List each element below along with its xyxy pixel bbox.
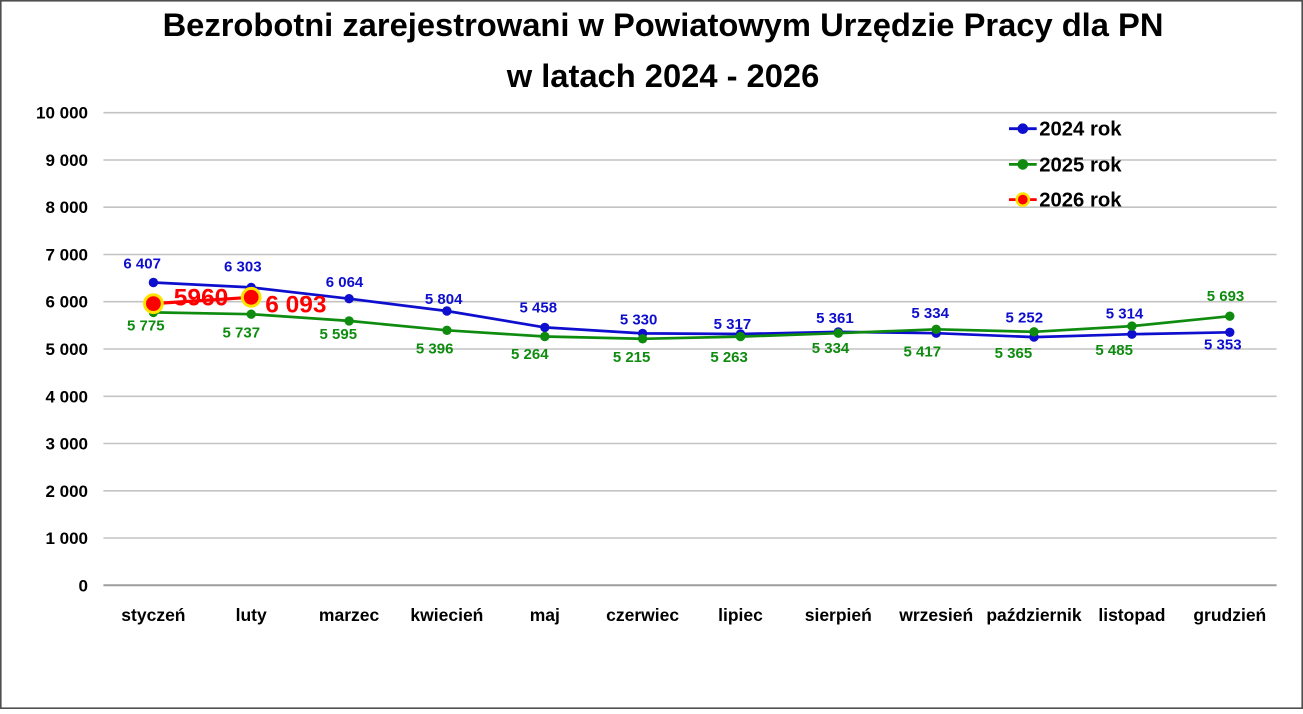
svg-text:2026 rok: 2026 rok <box>1039 190 1122 212</box>
svg-text:5 775: 5 775 <box>127 318 165 335</box>
svg-text:6 093: 6 093 <box>265 291 326 318</box>
svg-text:wrzesień: wrzesień <box>898 605 973 625</box>
svg-text:październik: październik <box>986 605 1082 625</box>
svg-text:10 000: 10 000 <box>36 104 88 123</box>
svg-text:Bezrobotni zarejestrowani w Po: Bezrobotni zarejestrowani w Powiatowym U… <box>163 6 1164 43</box>
svg-text:marzec: marzec <box>319 605 380 625</box>
svg-text:5 361: 5 361 <box>816 310 854 327</box>
svg-text:2024 rok: 2024 rok <box>1039 119 1122 141</box>
svg-text:5 317: 5 317 <box>714 316 752 333</box>
svg-text:3 000: 3 000 <box>45 435 88 454</box>
svg-text:5 458: 5 458 <box>520 300 558 317</box>
svg-text:5 263: 5 263 <box>710 349 748 366</box>
svg-text:luty: luty <box>236 605 267 625</box>
svg-text:5 334: 5 334 <box>812 340 850 357</box>
svg-text:6 064: 6 064 <box>326 274 364 291</box>
svg-text:2025 rok: 2025 rok <box>1039 154 1122 176</box>
svg-text:maj: maj <box>530 605 560 625</box>
svg-text:7 000: 7 000 <box>45 246 88 265</box>
svg-text:2 000: 2 000 <box>45 482 88 501</box>
svg-text:1 000: 1 000 <box>45 529 88 548</box>
svg-text:grudzień: grudzień <box>1193 605 1266 625</box>
svg-text:8 000: 8 000 <box>45 198 88 217</box>
svg-text:listopad: listopad <box>1098 605 1165 625</box>
svg-text:6 000: 6 000 <box>45 293 88 312</box>
svg-text:5 693: 5 693 <box>1207 288 1245 305</box>
svg-text:5 330: 5 330 <box>620 312 658 329</box>
svg-text:5 396: 5 396 <box>416 341 454 358</box>
svg-text:5 595: 5 595 <box>320 326 358 343</box>
svg-text:5 252: 5 252 <box>1006 310 1044 327</box>
svg-text:4 000: 4 000 <box>45 387 88 406</box>
svg-text:lipiec: lipiec <box>718 605 763 625</box>
svg-text:w latach 2024 - 2026: w latach 2024 - 2026 <box>506 57 820 94</box>
svg-text:5 000: 5 000 <box>45 340 88 359</box>
svg-text:5 353: 5 353 <box>1204 336 1242 353</box>
svg-text:5 365: 5 365 <box>995 345 1033 362</box>
svg-text:5 485: 5 485 <box>1095 342 1133 359</box>
svg-text:5 804: 5 804 <box>425 291 463 308</box>
svg-text:9 000: 9 000 <box>45 151 88 170</box>
svg-text:5 417: 5 417 <box>904 344 942 361</box>
svg-text:6 303: 6 303 <box>224 259 262 276</box>
svg-text:5 264: 5 264 <box>511 346 549 363</box>
svg-text:5 314: 5 314 <box>1106 305 1144 322</box>
svg-text:sierpień: sierpień <box>805 605 872 625</box>
svg-text:kwiecień: kwiecień <box>410 605 483 625</box>
svg-text:6 407: 6 407 <box>123 256 161 273</box>
svg-text:5 737: 5 737 <box>223 325 261 342</box>
svg-text:czerwiec: czerwiec <box>606 605 679 625</box>
svg-text:5 334: 5 334 <box>911 305 949 322</box>
svg-text:5960: 5960 <box>174 285 229 312</box>
svg-text:styczeń: styczeń <box>121 605 185 625</box>
svg-text:5 215: 5 215 <box>613 349 651 366</box>
svg-text:0: 0 <box>79 576 88 595</box>
